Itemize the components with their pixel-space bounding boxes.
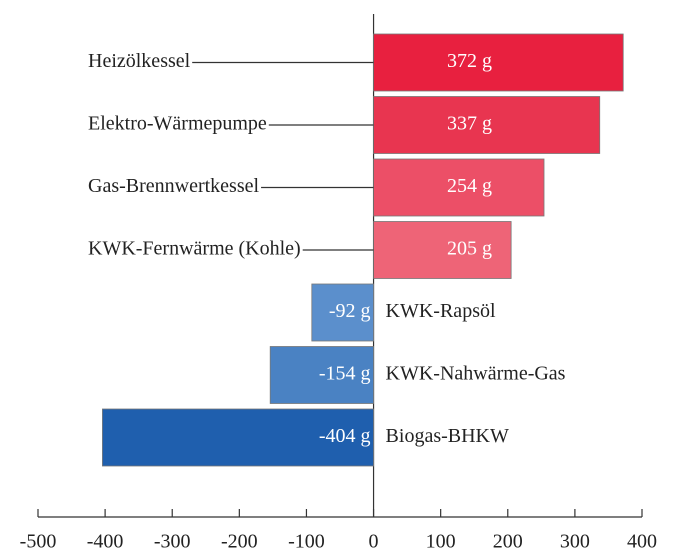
x-tick-label: -300 <box>154 531 191 553</box>
x-tick-label: 300 <box>560 531 590 553</box>
x-tick-label: -200 <box>221 531 258 553</box>
x-tick-label: 200 <box>493 531 523 553</box>
bar <box>102 408 374 467</box>
value-label: -404 g <box>319 425 371 447</box>
x-tick-label: 0 <box>369 531 379 553</box>
bar <box>373 158 545 217</box>
category-label: Elektro-Wärmepumpe <box>88 113 267 135</box>
value-label: 205 g <box>447 238 492 260</box>
bar <box>373 96 601 154</box>
value-label: 372 g <box>447 50 492 72</box>
category-label: Biogas-BHKW <box>386 425 509 447</box>
value-label: -92 g <box>329 300 371 322</box>
x-tick-label: 100 <box>426 531 456 553</box>
x-tick-label: -400 <box>87 531 124 553</box>
value-label: 337 g <box>447 113 492 135</box>
category-label: Heizölkessel <box>88 50 191 72</box>
category-label: KWK-Fernwärme (Kohle) <box>88 238 301 260</box>
category-label: KWK-Nahwärme-Gas <box>386 363 566 385</box>
x-tick-label: -500 <box>20 531 57 553</box>
value-label: 254 g <box>447 175 492 197</box>
value-label: -154 g <box>319 363 371 385</box>
x-tick-label: -100 <box>288 531 325 553</box>
category-label: Gas-Brennwertkessel <box>88 175 259 197</box>
bar <box>373 33 624 92</box>
bar <box>311 283 374 342</box>
bar <box>269 346 374 404</box>
x-tick-label: 400 <box>627 531 657 553</box>
category-label: KWK-Rapsöl <box>386 300 496 322</box>
bar <box>373 221 512 279</box>
